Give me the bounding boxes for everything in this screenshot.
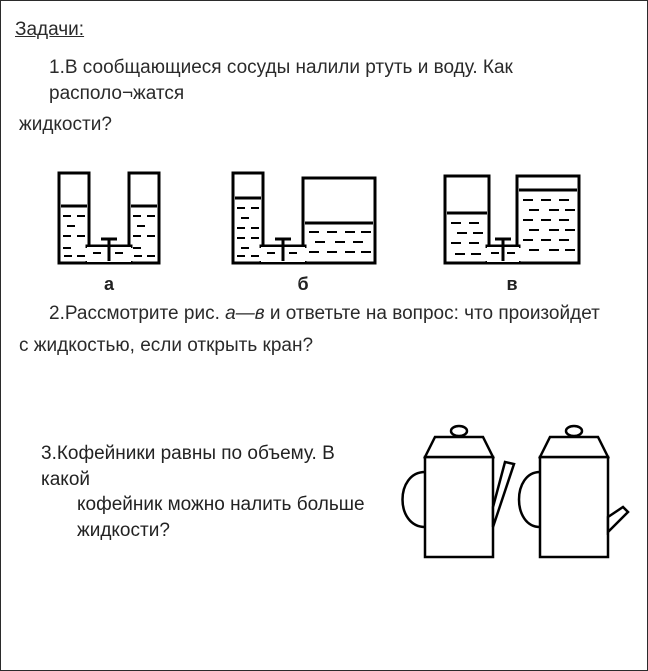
vessel-c-label: в [437, 274, 587, 295]
coffeepots-diagram [380, 412, 630, 572]
tasks-heading: Задачи: [15, 19, 633, 41]
vessel-c-col: в [437, 168, 587, 295]
vessel-a-diagram [49, 168, 169, 268]
task-2-post: и ответьте на вопрос: что произойдет [265, 303, 600, 324]
coffeepot-figures [377, 412, 633, 572]
worksheet-page: Задачи: 1.В сообщающиеся сосуды налили р… [0, 0, 648, 671]
task-1-line-2: жидкости? [15, 112, 633, 138]
vessel-b-label: б [223, 274, 383, 295]
task-3-line-3: жидкости? [37, 518, 377, 544]
task-2-italic: а—в [225, 303, 264, 324]
vessel-b-diagram [223, 168, 383, 268]
task-3-text: 3.Кофейники равны по объему. В какой коф… [15, 441, 377, 544]
task-3-line-2: кофейник можно налить больше [37, 492, 377, 518]
task-2-line-1: 2.Рассмотрите рис. а—в и ответьте на воп… [15, 301, 633, 327]
vessel-c-diagram [437, 168, 587, 268]
task-1-line-1: 1.В сообщающиеся сосуды налили ртуть и в… [15, 55, 633, 106]
vessel-b-col: б [223, 168, 383, 295]
vessel-a-col: а [49, 168, 169, 295]
task-2-pre: 2.Рассмотрите рис. [49, 303, 225, 324]
vessel-figures-row: а [15, 168, 633, 295]
task-3-block: 3.Кофейники равны по объему. В какой коф… [15, 412, 633, 572]
vessel-a-label: а [49, 274, 169, 295]
task-3-line-1: 3.Кофейники равны по объему. В какой [37, 441, 377, 492]
task-2-line-2: с жидкостью, если открыть кран? [15, 333, 633, 359]
